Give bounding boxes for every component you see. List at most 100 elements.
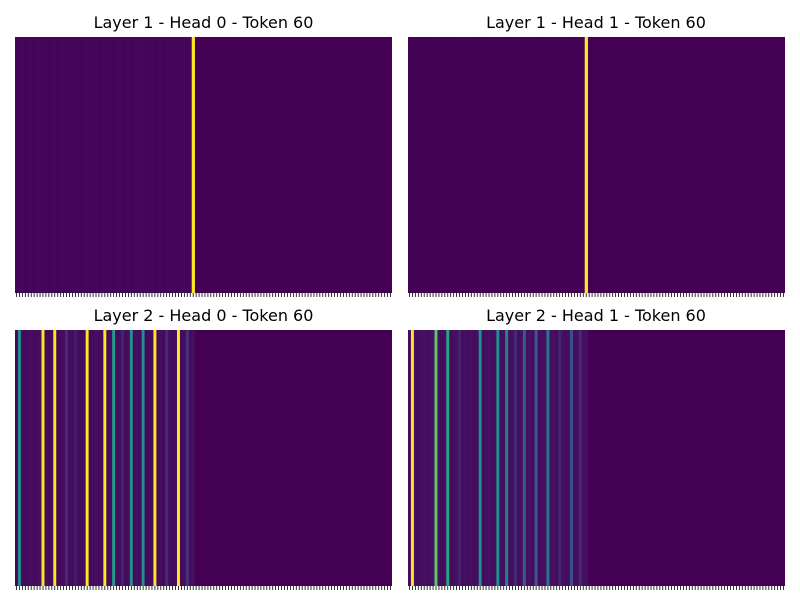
heatmap-cell-column xyxy=(543,330,547,586)
heatmap-cell-column xyxy=(514,37,518,293)
heatmap-cell-column xyxy=(59,37,63,293)
heatmap-cell-column xyxy=(168,37,172,293)
heatmap-panel-layer2-head1: Layer 2 - Head 1 - Token 60 xyxy=(408,306,785,590)
heatmap-cell-column xyxy=(29,330,33,586)
heatmap-cell-column xyxy=(91,37,95,293)
heatmap-cell-column xyxy=(446,330,450,586)
heatmap-cell-column xyxy=(17,37,22,293)
heatmap-cell-column xyxy=(422,330,426,586)
heatmap-cell-column xyxy=(97,330,101,586)
heatmap-cell-column xyxy=(188,330,193,586)
heatmap-cell-column xyxy=(53,330,57,586)
heatmap-cell-column xyxy=(126,330,131,586)
heatmap-cell-column xyxy=(100,37,104,293)
heatmap-cell-column xyxy=(466,330,471,586)
panel-title: Layer 2 - Head 1 - Token 60 xyxy=(486,306,706,325)
heatmap-cell-column xyxy=(478,330,482,586)
heatmap-cell-column xyxy=(440,37,444,293)
heatmap-cell-column xyxy=(109,330,113,586)
heatmap-cell-column xyxy=(540,37,544,293)
heatmap-cell-column xyxy=(85,330,89,586)
x-axis-ticks xyxy=(409,586,784,590)
heatmap-plot-area xyxy=(408,37,785,293)
heatmap-cell-column xyxy=(519,330,524,586)
heatmap-cell-column xyxy=(408,37,412,293)
heatmap-cell-column xyxy=(502,37,506,293)
heatmap-cell-column xyxy=(555,37,559,293)
heatmap-cell-column xyxy=(408,330,412,586)
heatmap-cell-column xyxy=(410,37,415,293)
heatmap-cell-column xyxy=(85,37,89,293)
heatmap-cell-column xyxy=(103,37,107,293)
heatmap-cell-column xyxy=(17,330,22,586)
heatmap-cell-column xyxy=(528,37,533,293)
heatmap-cell-column xyxy=(575,37,580,293)
heatmap-cell-column xyxy=(514,330,518,586)
heatmap-cell-column xyxy=(481,330,485,586)
heatmap-cell-column xyxy=(47,330,51,586)
heatmap-cell-column xyxy=(428,37,432,293)
panel-title: Layer 2 - Head 0 - Token 60 xyxy=(94,306,314,325)
heatmap-cell-column xyxy=(472,37,477,293)
heatmap-cell-column xyxy=(540,330,544,586)
heatmap-cell-column xyxy=(26,37,31,293)
heatmap-cell-column xyxy=(76,37,81,293)
heatmap-cell-column xyxy=(463,330,468,586)
heatmap-cell-column xyxy=(182,330,187,586)
heatmap-cell-column xyxy=(91,330,95,586)
heatmap-cell-column xyxy=(118,330,122,586)
heatmap-cell-column xyxy=(584,330,588,586)
heatmap-cell-column xyxy=(144,330,148,586)
heatmap-cell-column xyxy=(44,37,48,293)
heatmap-cell-column xyxy=(416,330,421,586)
heatmap-cell-column xyxy=(106,37,110,293)
heatmap-cell-column xyxy=(94,37,98,293)
heatmap-cell-column xyxy=(168,330,172,586)
heatmap-cell-column xyxy=(23,330,28,586)
heatmap-cell-column xyxy=(150,330,154,586)
heatmap-cell-column xyxy=(179,37,184,293)
heatmap-cell-column xyxy=(528,330,533,586)
heatmap-cell-column xyxy=(446,37,450,293)
heatmap-cell-column xyxy=(123,330,128,586)
heatmap-cell-column xyxy=(564,37,568,293)
heatmap-cell-column xyxy=(68,37,72,293)
heatmap-cell-column xyxy=(469,330,474,586)
heatmap-cell-column xyxy=(578,37,583,293)
heatmap-cell-column xyxy=(147,37,151,293)
heatmap-cell-column xyxy=(505,330,509,586)
heatmap-cell-column xyxy=(564,330,568,586)
heatmap-cell-column xyxy=(487,330,491,586)
heatmap-cell-column xyxy=(41,330,45,586)
heatmap-cell-column xyxy=(475,37,479,293)
heatmap-cell-column xyxy=(584,37,588,293)
heatmap-cell-column xyxy=(174,330,178,586)
heatmap-cell-column xyxy=(525,330,530,586)
heatmap-cell-column xyxy=(572,330,577,586)
heatmap-cell-column xyxy=(126,37,131,293)
heatmap-cell-column xyxy=(449,330,453,586)
heatmap-cell-column xyxy=(522,330,527,586)
heatmap-cell-column xyxy=(461,37,465,293)
heatmap-cell-column xyxy=(115,330,119,586)
heatmap-cell-column xyxy=(144,37,148,293)
heatmap-cell-column xyxy=(109,37,113,293)
heatmap-cell-column xyxy=(15,330,19,586)
heatmap-cell-column xyxy=(558,37,562,293)
heatmap-panel-layer2-head0: Layer 2 - Head 0 - Token 60 xyxy=(15,306,392,590)
heatmap-cell-column xyxy=(428,330,432,586)
heatmap-cell-column xyxy=(65,37,69,293)
heatmap-cell-column xyxy=(443,37,447,293)
heatmap-cell-column xyxy=(50,330,54,586)
panel-title: Layer 1 - Head 1 - Token 60 xyxy=(486,13,706,32)
heatmap-cell-column xyxy=(56,37,60,293)
heatmap-cell-column xyxy=(458,330,462,586)
heatmap-cell-column xyxy=(425,37,429,293)
heatmap-cell-column xyxy=(73,330,78,586)
heatmap-cell-column xyxy=(511,330,515,586)
heatmap-cell-column xyxy=(159,37,163,293)
heatmap-cell-column xyxy=(185,37,190,293)
heatmap-cell-column xyxy=(53,37,57,293)
heatmap-cell-column xyxy=(82,330,86,586)
heatmap-cell-column xyxy=(100,330,104,586)
